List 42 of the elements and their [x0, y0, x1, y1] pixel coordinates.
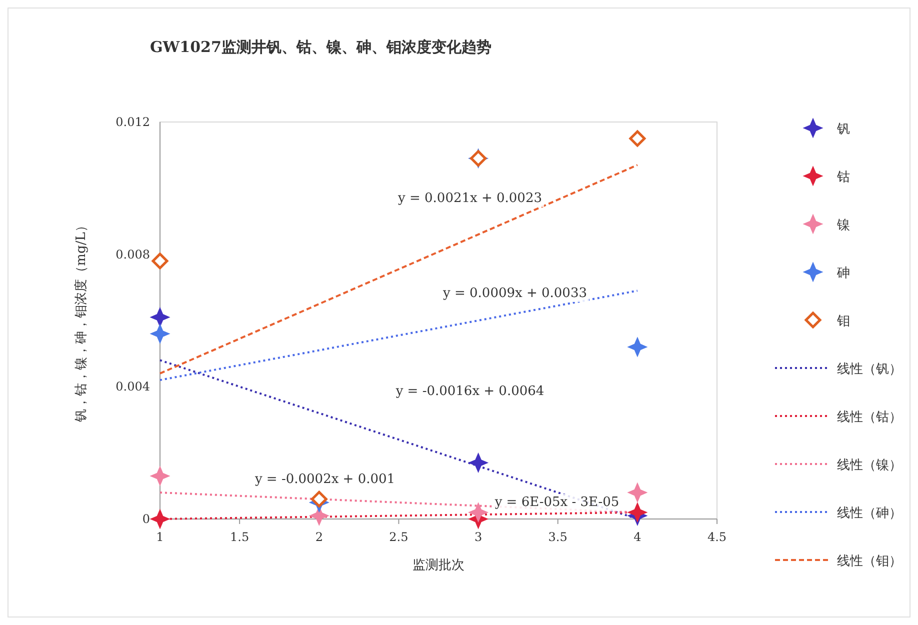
y-tick-label: 0.012 [116, 115, 150, 129]
point [150, 308, 170, 327]
legend-label: 线性（钼） [837, 554, 902, 569]
point [628, 502, 647, 522]
y-tick-label: 0.008 [116, 247, 150, 262]
point [150, 510, 170, 528]
x-tick-label: 3 [474, 530, 482, 544]
annotation: y = 0.0009x + 0.0033 [442, 286, 587, 301]
legend-label: 镍 [836, 218, 850, 233]
x-tick-label: 1 [156, 530, 164, 544]
legend-label: 砷 [836, 266, 850, 281]
annotation: y = 6E-05x - 3E-05 [494, 495, 620, 510]
point [150, 324, 170, 344]
y-tick-label: 0 [142, 512, 150, 526]
legend-label: 线性（钒） [837, 362, 902, 377]
x-tick-label: 4 [634, 530, 642, 544]
annotation: y = -0.0016x + 0.0064 [394, 384, 544, 399]
y-tick-label: 0.004 [116, 380, 150, 394]
point [468, 453, 488, 472]
legend-label: 钒 [836, 122, 850, 137]
annotation: y = 0.0021x + 0.0023 [397, 191, 542, 206]
x-tick-label: 3.5 [548, 530, 568, 544]
point [150, 466, 170, 486]
point [310, 490, 328, 508]
point [628, 337, 647, 356]
annotation: y = -0.0002x + 0.001 [254, 472, 396, 487]
legend-label: 线性（镍） [837, 458, 902, 473]
x-tick-label: 4.5 [707, 530, 727, 544]
legend-label: 钴 [836, 170, 850, 185]
point [629, 130, 646, 147]
legend-label: 线性（砷） [837, 506, 902, 521]
point [152, 252, 168, 270]
x-tick-label: 2 [315, 530, 323, 544]
chart-title: GW1027监测井钒、钴、镍、砷、钼浓度变化趋势 [150, 38, 492, 56]
legend-label: 线性（钴） [837, 410, 902, 425]
legend-label: 钼 [836, 314, 850, 329]
x-tick-label: 2.5 [389, 530, 408, 544]
y-axis-title: 钒，钴，镍，砷，钼浓度（mg/L） [73, 219, 89, 423]
point [628, 483, 647, 502]
point [468, 502, 488, 522]
x-tick-label: 1.5 [230, 530, 250, 544]
x-axis-title: 监测批次 [412, 558, 464, 573]
